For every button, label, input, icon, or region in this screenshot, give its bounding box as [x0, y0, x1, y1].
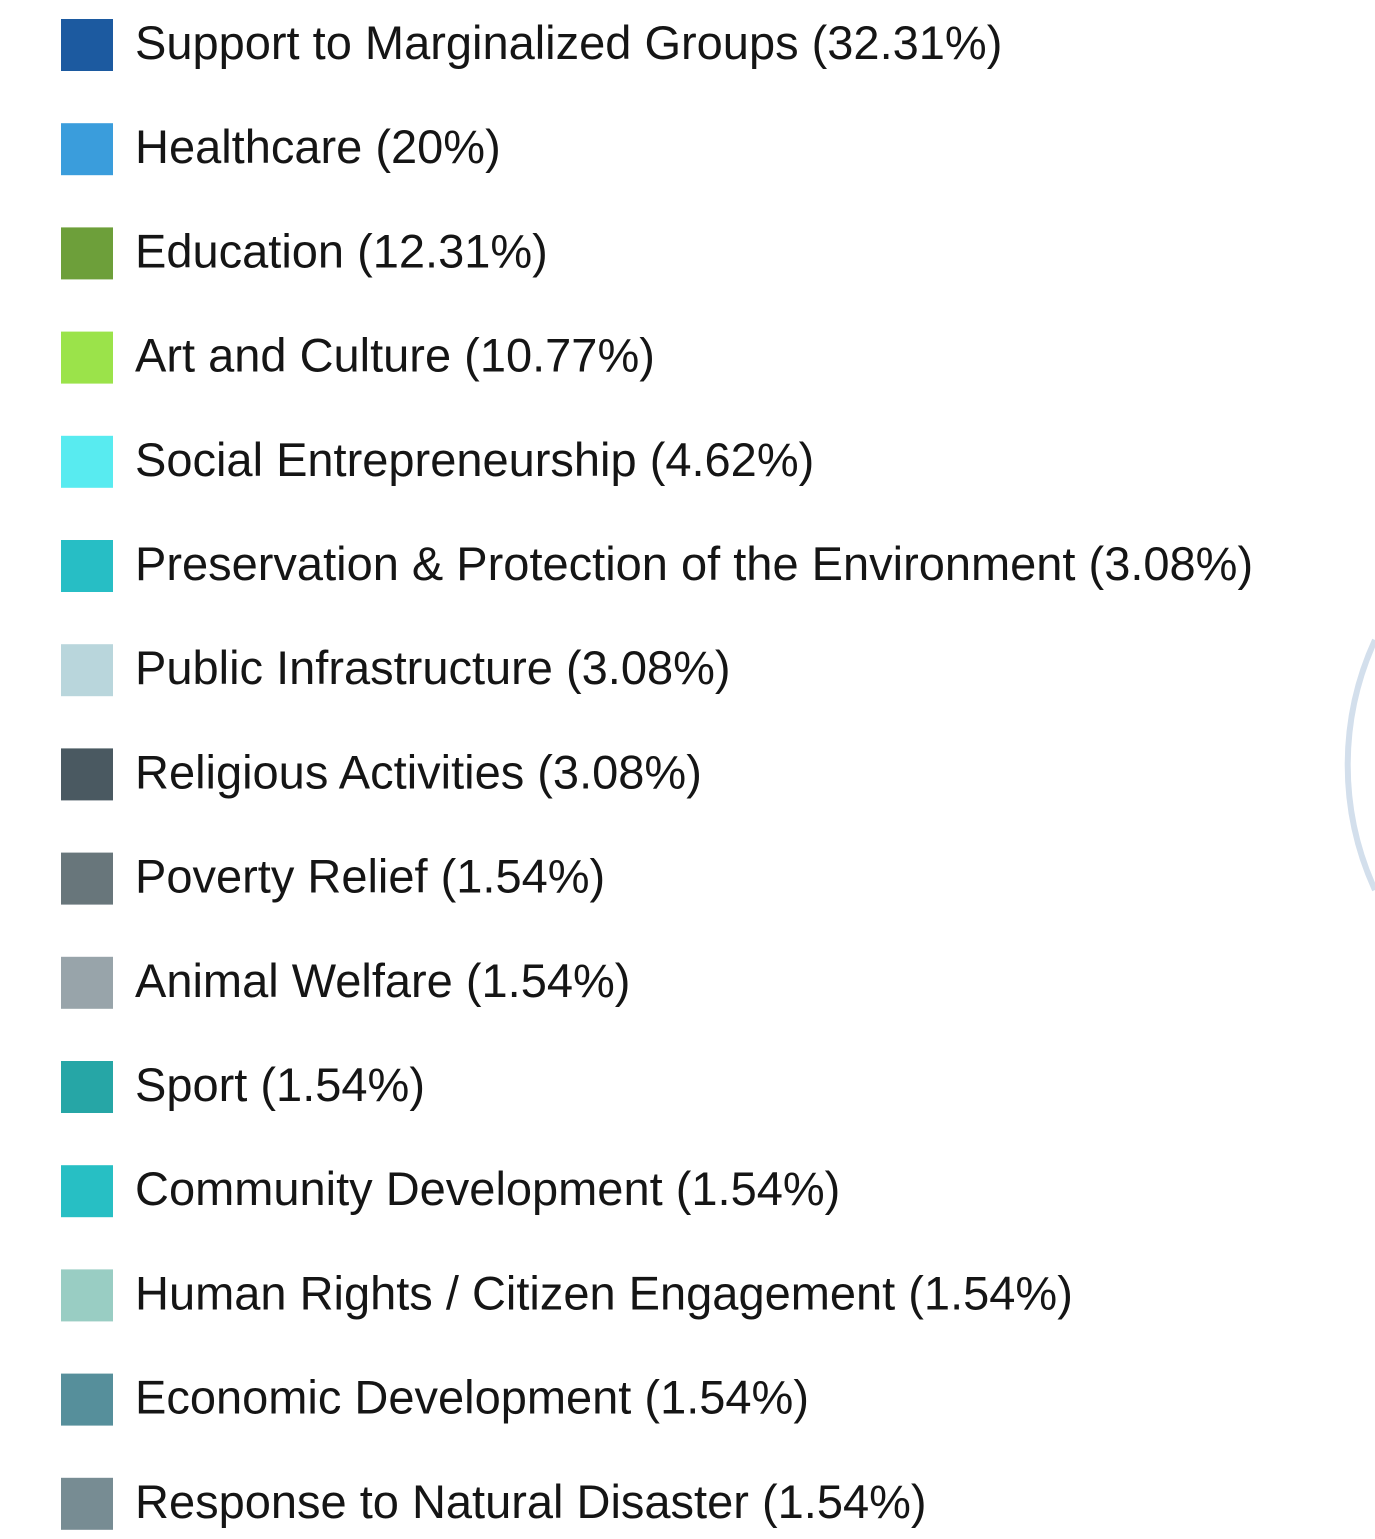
legend-value: (12.31%)	[357, 225, 548, 278]
legend-category: Support to Marginalized Groups	[135, 16, 799, 69]
legend-label: Healthcare (20%)	[135, 121, 501, 174]
legend-category: Religious Activities	[135, 746, 524, 799]
legend-swatch	[61, 956, 113, 1009]
legend-value: (1.54%)	[676, 1163, 841, 1216]
legend-category: Economic Development	[135, 1371, 631, 1424]
legend-label: Community Development (1.54%)	[135, 1163, 840, 1216]
legend-label: Public Infrastructure (3.08%)	[135, 642, 731, 695]
legend-swatch	[61, 1061, 113, 1113]
legend-category: Human Rights / Citizen Engagement	[135, 1267, 895, 1320]
legend-label: Sport (1.54%)	[135, 1058, 425, 1111]
legend-swatch	[61, 1477, 113, 1530]
legend-label: Poverty Relief (1.54%)	[135, 850, 605, 903]
legend-swatch	[61, 748, 113, 801]
legend-label: Education (12.31%)	[135, 225, 548, 278]
legend-label: Human Rights / Citizen Engagement (1.54%…	[135, 1267, 1073, 1320]
legend-value: (20%)	[375, 121, 500, 174]
legend-label: Religious Activities (3.08%)	[135, 746, 702, 799]
legend-category: Community Development	[135, 1163, 663, 1216]
legend-category: Healthcare	[135, 121, 362, 174]
legend-swatch	[61, 852, 113, 905]
legend-category: Art and Culture	[135, 329, 451, 382]
legend-value: (4.62%)	[650, 433, 815, 486]
legend-swatch	[61, 644, 113, 697]
legend-value: (1.54%)	[762, 1475, 927, 1528]
legend-swatch	[61, 435, 113, 488]
legend-swatch	[61, 19, 113, 71]
legend-category: Response to Natural Disaster	[135, 1475, 749, 1528]
legend-label: Animal Welfare (1.54%)	[135, 954, 630, 1007]
legend-swatch	[61, 227, 113, 280]
legend-label: Social Entrepreneurship (4.62%)	[135, 433, 814, 486]
pie-edge	[1344, 638, 1375, 892]
legend-label: Response to Natural Disaster (1.54%)	[135, 1475, 927, 1528]
legend-swatch	[61, 123, 113, 176]
legend-swatch	[61, 540, 113, 592]
legend-value: (1.54%)	[260, 1058, 425, 1111]
legend-category: Animal Welfare	[135, 954, 453, 1007]
legend-category: Poverty Relief	[135, 850, 428, 903]
legend-value: (1.54%)	[466, 954, 631, 1007]
legend-category: Public Infrastructure	[135, 642, 553, 695]
legend-label: Preservation & Protection of the Environ…	[135, 537, 1253, 590]
legend-label: Support to Marginalized Groups (32.31%)	[135, 16, 1002, 69]
legend-value: (10.77%)	[464, 329, 655, 382]
legend-value: (3.08%)	[1089, 537, 1254, 590]
legend-value: (1.54%)	[644, 1371, 809, 1424]
legend-category: Sport	[135, 1058, 247, 1111]
legend-swatch	[61, 1165, 113, 1218]
legend-value: (1.54%)	[908, 1267, 1073, 1320]
legend-value: (3.08%)	[566, 642, 731, 695]
legend-category: Education	[135, 225, 344, 278]
legend-label: Art and Culture (10.77%)	[135, 329, 655, 382]
legend-category: Social Entrepreneurship	[135, 433, 637, 486]
legend-swatch	[61, 1373, 113, 1426]
legend-value: (32.31%)	[812, 16, 1003, 69]
legend-value: (1.54%)	[441, 850, 606, 903]
legend-category: Preservation & Protection of the Environ…	[135, 537, 1075, 590]
legend-swatch	[61, 1269, 113, 1322]
legend-label: Economic Development (1.54%)	[135, 1371, 809, 1424]
legend-value: (3.08%)	[537, 746, 702, 799]
legend-swatch	[61, 331, 113, 384]
